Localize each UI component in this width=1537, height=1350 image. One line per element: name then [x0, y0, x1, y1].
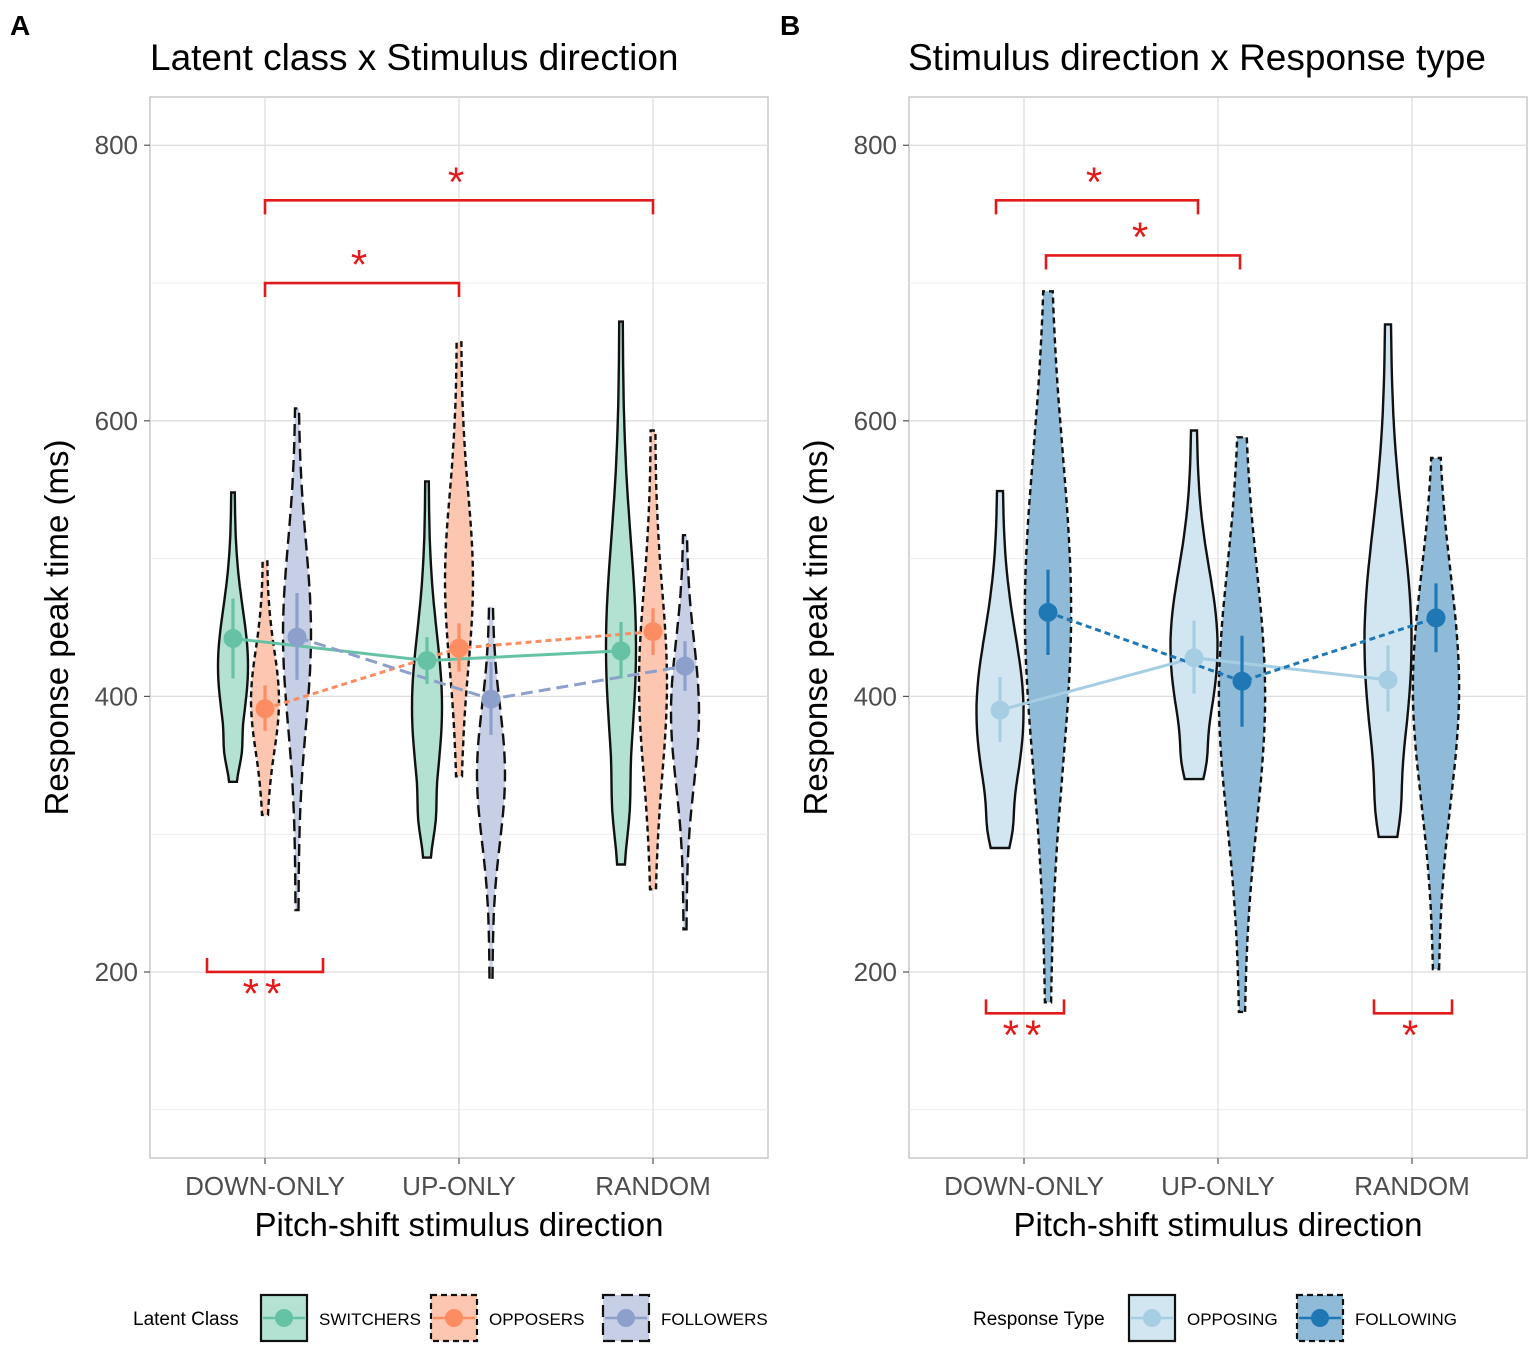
significance-bracket [263, 281, 461, 298]
significance-label: * [1402, 1011, 1424, 1058]
y-tick-label: 400 [95, 681, 138, 711]
mean-point-opposers [643, 622, 663, 642]
x-axis-title: Pitch-shift stimulus direction [1014, 1206, 1423, 1243]
legend-label-followers: FOLLOWERS [661, 1310, 768, 1329]
mean-point-switchers [417, 651, 437, 671]
significance-label: * [1086, 158, 1108, 205]
y-tick-label: 200 [95, 957, 138, 987]
significance-label: ** [243, 970, 288, 1017]
significance-label: * [351, 241, 373, 288]
mean-point-opposers [449, 638, 469, 658]
mean-point-followers [287, 627, 307, 647]
x-tick-label: RANDOM [595, 1171, 711, 1201]
x-tick-label: DOWN-ONLY [185, 1171, 345, 1201]
mean-point-following [1232, 671, 1252, 691]
legend-key-point [445, 1309, 463, 1327]
violin-opposing-down-only [975, 489, 1025, 850]
significance-label: ** [1003, 1011, 1048, 1058]
mean-point-switchers [223, 629, 243, 649]
x-tick-label: DOWN-ONLY [944, 1171, 1104, 1201]
panel-b-label: B [780, 10, 801, 41]
mean-point-opposing [990, 700, 1010, 720]
significance-label: * [448, 158, 470, 205]
y-tick-label: 600 [95, 406, 138, 436]
mean-point-switchers [611, 641, 631, 661]
y-tick-label: 200 [854, 957, 897, 987]
x-axis-title: Pitch-shift stimulus direction [255, 1206, 664, 1243]
significance-bracket [263, 199, 655, 215]
mean-point-opposing [1184, 648, 1204, 668]
y-axis-title: Response peak time (ms) [797, 440, 834, 816]
legend: Latent Class SWITCHERS OPPOSERS FOLLOWERS [133, 1293, 768, 1343]
legend-key-point [617, 1309, 635, 1327]
violin-opposing-random [1363, 323, 1413, 839]
violin-following-random [1411, 456, 1461, 971]
significance-bracket [1372, 999, 1454, 1015]
legend-key-point [1143, 1309, 1161, 1327]
legend-key-point [275, 1309, 293, 1327]
violin-switchers-random [604, 320, 638, 866]
y-axis-title: Response peak time (ms) [38, 440, 75, 816]
y-tick-label: 800 [854, 130, 897, 160]
x-tick-label: UP-ONLY [1161, 1171, 1275, 1201]
panel-b-title: Stimulus direction x Response type [908, 37, 1486, 78]
legend: Response Type OPPOSING FOLLOWING [973, 1293, 1457, 1343]
significance-bracket [205, 957, 325, 974]
violin-opposers-up-only [443, 341, 475, 778]
y-tick-label: 800 [95, 130, 138, 160]
significance-bracket [984, 999, 1066, 1015]
legend-title: Response Type [973, 1309, 1105, 1330]
mean-point-opposers [255, 699, 275, 719]
legend-label-following: FOLLOWING [1355, 1310, 1457, 1329]
legend-key-point [1311, 1309, 1329, 1327]
legend-label-opposers: OPPOSERS [489, 1310, 584, 1329]
violin-followers-random [669, 534, 701, 931]
significance-label: * [1132, 213, 1154, 260]
legend-title: Latent Class [133, 1309, 239, 1330]
panel-a-label: A [10, 10, 31, 41]
x-tick-label: RANDOM [1354, 1171, 1470, 1201]
y-tick-label: 600 [854, 406, 897, 436]
y-tick-label: 400 [854, 681, 897, 711]
mean-point-followers [675, 656, 695, 676]
mean-point-followers [481, 689, 501, 709]
legend-label-opposing: OPPOSING [1187, 1310, 1278, 1329]
mean-point-following [1038, 602, 1058, 622]
panel-a: 200 400 600 800 DOWN-ONLY UP-ONLY RANDOM Pitch-… [38, 96, 769, 1343]
panel-a-title: Latent class x Stimulus direction [150, 37, 679, 78]
x-tick-label: UP-ONLY [402, 1171, 516, 1201]
significance-bracket [994, 199, 1200, 215]
panel-b: 200 400 600 800 DOWN-ONLY UP-ONLY RANDOM Pitch-… [797, 96, 1528, 1343]
violin-opposers-random [637, 429, 669, 891]
significance-bracket [1044, 254, 1242, 270]
mean-point-following [1426, 608, 1446, 628]
legend-label-switchers: SWITCHERS [319, 1310, 421, 1329]
mean-point-opposing [1378, 670, 1398, 690]
